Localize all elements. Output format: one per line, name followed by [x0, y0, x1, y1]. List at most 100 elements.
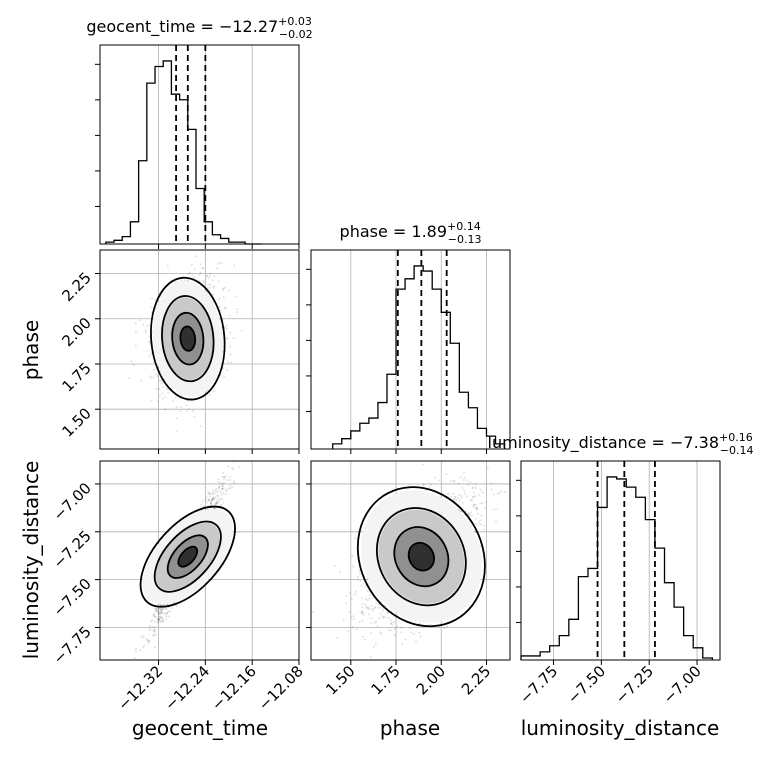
y-tick-label: 2.00 [58, 314, 94, 350]
sample-point [218, 485, 221, 488]
sample-point [167, 391, 170, 394]
sample-point [474, 522, 477, 525]
sample-point [353, 593, 356, 596]
sample-point [453, 480, 456, 483]
sample-point [472, 504, 475, 507]
sample-point [361, 602, 364, 605]
sample-point [368, 597, 371, 600]
sample-point [364, 603, 367, 606]
sample-point [219, 309, 222, 312]
sample-point [151, 619, 154, 622]
sample-point [367, 608, 370, 611]
sample-point [214, 489, 217, 492]
sample-point [232, 337, 235, 340]
sample-point [139, 648, 142, 651]
sample-point [384, 615, 387, 618]
sample-point [217, 495, 220, 498]
sample-point [199, 263, 202, 266]
sample-point [229, 484, 232, 487]
sample-point [429, 483, 432, 486]
geocent_time-vs-luminosity_distance-panel [99, 460, 300, 661]
sample-point [368, 594, 371, 597]
sample-point [378, 631, 381, 634]
sample-point [207, 498, 210, 501]
sample-point [222, 478, 225, 481]
sample-point [158, 379, 161, 382]
sample-point [481, 502, 484, 505]
sample-point [224, 306, 227, 309]
sample-point [473, 503, 476, 506]
sample-point [460, 510, 463, 513]
y-axis-label-phase: phase [19, 320, 43, 380]
sample-point [336, 636, 339, 639]
title-sub: −0.13 [448, 233, 482, 246]
sample-point [213, 390, 216, 393]
sample-point [222, 287, 225, 290]
sample-point [215, 500, 218, 503]
sample-point [213, 275, 216, 278]
sample-point [474, 486, 477, 489]
sample-point [154, 633, 157, 636]
sample-point [157, 620, 160, 623]
sample-point [164, 608, 167, 611]
sample-point [155, 608, 158, 611]
sample-point [213, 285, 216, 288]
sample-point [472, 496, 475, 499]
sample-point [155, 387, 158, 390]
sample-point [202, 504, 205, 507]
sample-point [171, 607, 174, 610]
sample-point [158, 618, 161, 621]
sample-point [475, 506, 478, 509]
sample-point [159, 607, 162, 610]
sample-point [224, 488, 227, 491]
sample-point [161, 620, 164, 623]
sample-point [476, 507, 479, 510]
sample-point [219, 497, 222, 500]
sample-point [159, 615, 162, 618]
sample-point [358, 573, 361, 576]
sample-point [152, 630, 155, 633]
sample-point [217, 487, 220, 490]
sample-point [166, 603, 169, 606]
sample-point [159, 619, 162, 622]
sample-point [226, 369, 229, 372]
sample-point [500, 490, 503, 493]
sample-point [225, 324, 228, 327]
sample-point [452, 492, 455, 495]
sample-point [206, 501, 209, 504]
sample-point [142, 634, 145, 637]
sample-point [205, 275, 208, 278]
title-sub: −0.02 [279, 28, 313, 41]
sample-point [229, 487, 232, 490]
sample-point [165, 611, 168, 614]
sample-point [160, 612, 163, 615]
x-axis-label-luminosity-distance: luminosity_distance [521, 716, 720, 740]
sample-point [222, 367, 225, 370]
sample-point [377, 603, 380, 606]
sample-point [486, 467, 489, 470]
sample-point [212, 506, 215, 509]
sample-point [153, 620, 156, 623]
sample-point [354, 590, 357, 593]
sample-point [204, 499, 207, 502]
sample-point [231, 466, 234, 469]
sample-point [160, 617, 163, 620]
sample-point [479, 488, 482, 491]
sample-point [154, 609, 157, 612]
x-tick-label: −12.32 [114, 662, 166, 714]
sample-point [212, 497, 215, 500]
sample-point [351, 554, 354, 557]
sample-point [481, 491, 484, 494]
sample-point [175, 430, 178, 433]
sample-point [472, 506, 475, 509]
sample-point [479, 502, 482, 505]
sample-point [360, 584, 363, 587]
sample-point [160, 611, 163, 614]
sample-point [217, 262, 220, 265]
sample-point [128, 377, 131, 380]
sample-point [453, 495, 456, 498]
sample-point [220, 497, 223, 500]
sample-point [157, 621, 160, 624]
sample-point [142, 323, 145, 326]
sample-point [186, 410, 189, 413]
